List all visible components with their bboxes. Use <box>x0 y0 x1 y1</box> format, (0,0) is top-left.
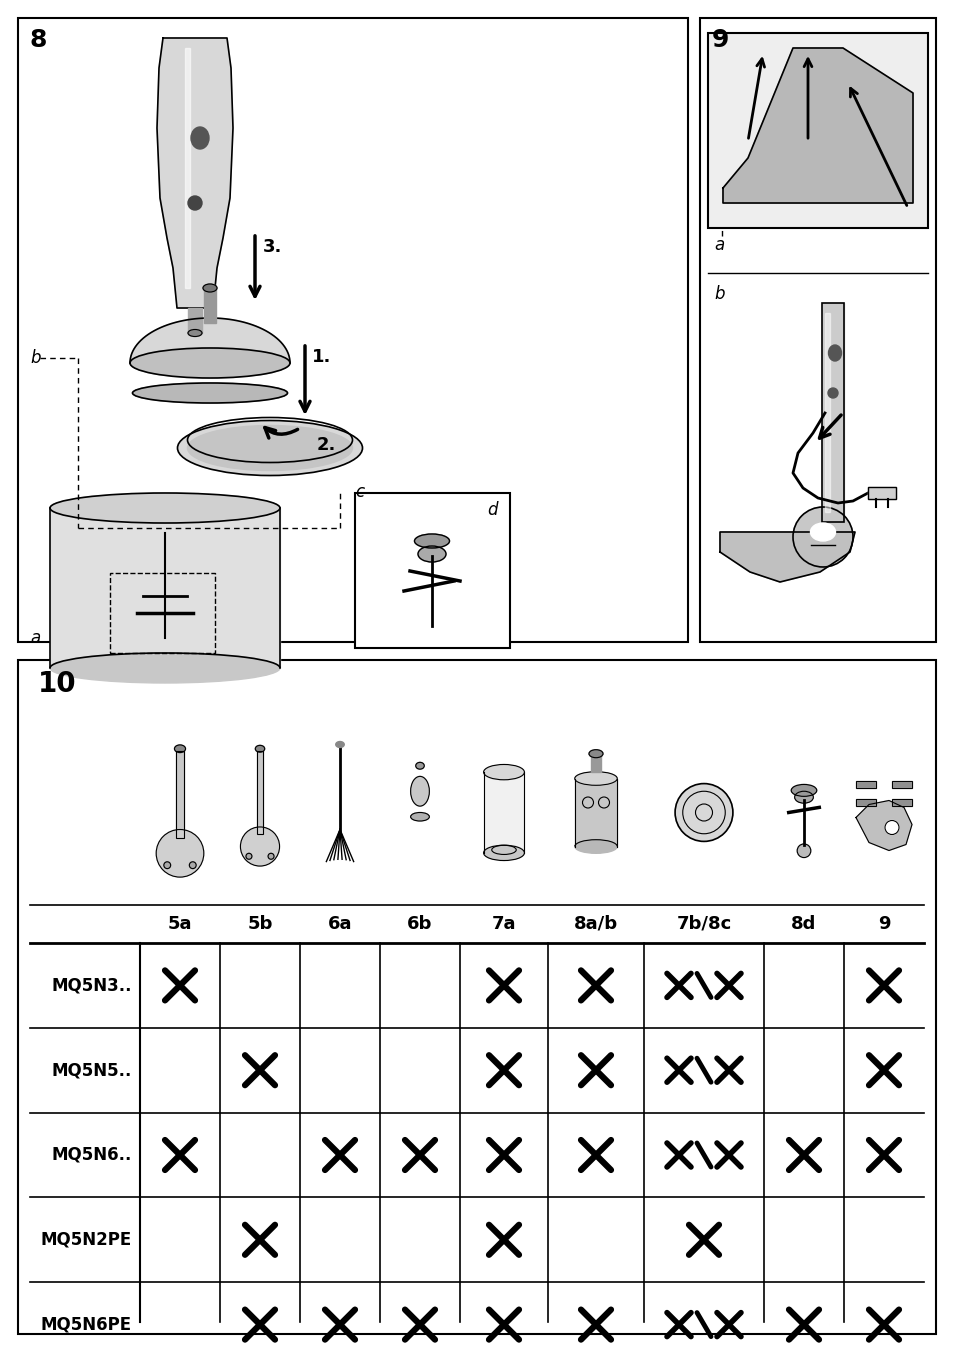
Bar <box>188 308 202 333</box>
Ellipse shape <box>189 861 196 868</box>
Ellipse shape <box>574 840 617 853</box>
Polygon shape <box>722 49 912 203</box>
Bar <box>855 799 875 807</box>
Ellipse shape <box>246 853 252 860</box>
Text: d: d <box>487 502 497 519</box>
Bar <box>18 660 935 1334</box>
Bar <box>821 303 843 522</box>
Ellipse shape <box>188 330 202 337</box>
Bar <box>707 32 927 228</box>
Text: 6b: 6b <box>407 915 433 933</box>
Bar <box>50 508 280 668</box>
Text: 2.: 2. <box>316 435 336 454</box>
Text: MQ5N2PE: MQ5N2PE <box>41 1230 132 1249</box>
Bar <box>256 752 263 834</box>
Bar <box>855 781 875 788</box>
Ellipse shape <box>188 196 202 210</box>
Text: b: b <box>30 349 40 366</box>
Ellipse shape <box>483 845 524 860</box>
Text: c: c <box>355 483 364 502</box>
Ellipse shape <box>188 426 352 470</box>
Bar <box>891 799 911 807</box>
Ellipse shape <box>156 830 204 877</box>
Bar <box>821 303 843 522</box>
Bar <box>175 752 184 838</box>
Text: 9: 9 <box>711 28 729 51</box>
Ellipse shape <box>827 345 841 361</box>
Ellipse shape <box>675 784 732 841</box>
Text: b: b <box>713 285 723 303</box>
Ellipse shape <box>130 347 290 379</box>
Bar <box>256 752 263 834</box>
Bar <box>891 781 911 788</box>
Ellipse shape <box>203 284 216 292</box>
Bar <box>867 487 895 499</box>
Text: 3.: 3. <box>263 238 282 256</box>
Ellipse shape <box>50 653 280 683</box>
Polygon shape <box>157 38 233 308</box>
Ellipse shape <box>884 821 898 834</box>
Bar <box>891 799 911 807</box>
Bar <box>18 18 687 642</box>
Bar <box>891 781 911 788</box>
Ellipse shape <box>335 741 344 748</box>
Ellipse shape <box>191 127 209 149</box>
Text: 5b: 5b <box>247 915 273 933</box>
Ellipse shape <box>50 493 280 523</box>
Text: 1.: 1. <box>312 347 331 366</box>
Text: a: a <box>713 237 723 254</box>
Text: 6a: 6a <box>328 915 352 933</box>
Bar <box>574 779 617 846</box>
Text: 10: 10 <box>38 671 76 698</box>
Bar <box>867 487 895 499</box>
Bar <box>855 799 875 807</box>
Ellipse shape <box>410 776 429 806</box>
Ellipse shape <box>794 791 813 803</box>
Text: 7b/8c: 7b/8c <box>676 915 731 933</box>
Polygon shape <box>185 49 190 288</box>
Ellipse shape <box>588 750 602 757</box>
Text: 5a: 5a <box>168 915 193 933</box>
Ellipse shape <box>574 772 617 786</box>
Ellipse shape <box>410 813 429 821</box>
Ellipse shape <box>255 745 264 752</box>
Text: MQ5N6PE: MQ5N6PE <box>41 1315 132 1333</box>
Ellipse shape <box>827 388 837 397</box>
Ellipse shape <box>132 383 287 403</box>
Text: 8a/b: 8a/b <box>574 915 618 933</box>
Ellipse shape <box>483 764 524 780</box>
Text: MQ5N5..: MQ5N5.. <box>51 1061 132 1079</box>
Polygon shape <box>855 800 911 850</box>
Ellipse shape <box>240 827 279 867</box>
Ellipse shape <box>810 523 835 541</box>
Bar <box>355 493 510 648</box>
Text: a: a <box>30 629 40 648</box>
Bar <box>110 573 214 653</box>
Text: 8: 8 <box>30 28 48 51</box>
Text: 8d: 8d <box>790 915 816 933</box>
Ellipse shape <box>177 420 362 476</box>
Bar <box>483 772 524 853</box>
Bar <box>204 288 215 323</box>
Polygon shape <box>720 531 854 581</box>
Ellipse shape <box>416 763 424 769</box>
Ellipse shape <box>268 853 274 860</box>
Ellipse shape <box>792 507 852 566</box>
Polygon shape <box>130 318 290 362</box>
Bar <box>590 753 600 772</box>
Ellipse shape <box>164 861 171 868</box>
Text: 7a: 7a <box>491 915 516 933</box>
Text: MQ5N6..: MQ5N6.. <box>51 1146 132 1164</box>
Bar <box>855 781 875 788</box>
Bar <box>175 752 184 838</box>
Text: 9: 9 <box>877 915 889 933</box>
Bar <box>700 18 935 642</box>
Bar <box>824 314 829 512</box>
Ellipse shape <box>790 784 816 796</box>
Ellipse shape <box>797 844 810 857</box>
Ellipse shape <box>417 546 446 562</box>
Ellipse shape <box>414 534 449 548</box>
Ellipse shape <box>174 745 185 753</box>
Text: MQ5N3..: MQ5N3.. <box>51 976 132 995</box>
